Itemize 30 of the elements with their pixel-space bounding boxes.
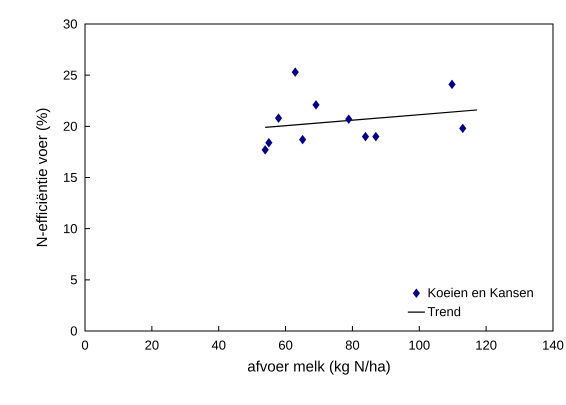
y-tick-label: 15 [64, 172, 77, 182]
x-tick-label: 20 [145, 340, 159, 350]
x-tick-label: 40 [212, 340, 226, 350]
x-tick-label: 140 [543, 340, 564, 350]
point [312, 100, 320, 110]
x-axis-title: afvoer melk (kg N/ha) [248, 360, 390, 375]
point [345, 114, 352, 124]
y-tick-label: 10 [64, 224, 77, 234]
y-tick-label: 0 [70, 326, 77, 336]
x-tick-label: 60 [279, 340, 292, 350]
point [292, 67, 299, 77]
x-tick-label: 0 [82, 340, 88, 350]
point [459, 124, 466, 134]
x-tick-label: 80 [346, 340, 360, 350]
point [448, 80, 456, 90]
x-tick-label: 120 [476, 340, 496, 350]
y-tick-label: 20 [64, 122, 77, 131]
y-axis-title: N-efficiëntie voer (%) [36, 108, 50, 246]
point [265, 138, 272, 148]
y-tick-label: 25 [64, 70, 77, 80]
x-tick-label: 100 [409, 340, 430, 350]
legend-label: Trend [428, 306, 460, 316]
point [262, 145, 269, 155]
y-tick-label: 30 [64, 19, 77, 29]
point [362, 132, 370, 142]
y-tick-label: 5 [70, 275, 77, 284]
point [274, 113, 282, 123]
point [372, 132, 380, 142]
legend-label: Koeien en Kansen [428, 288, 533, 298]
point [299, 134, 306, 144]
